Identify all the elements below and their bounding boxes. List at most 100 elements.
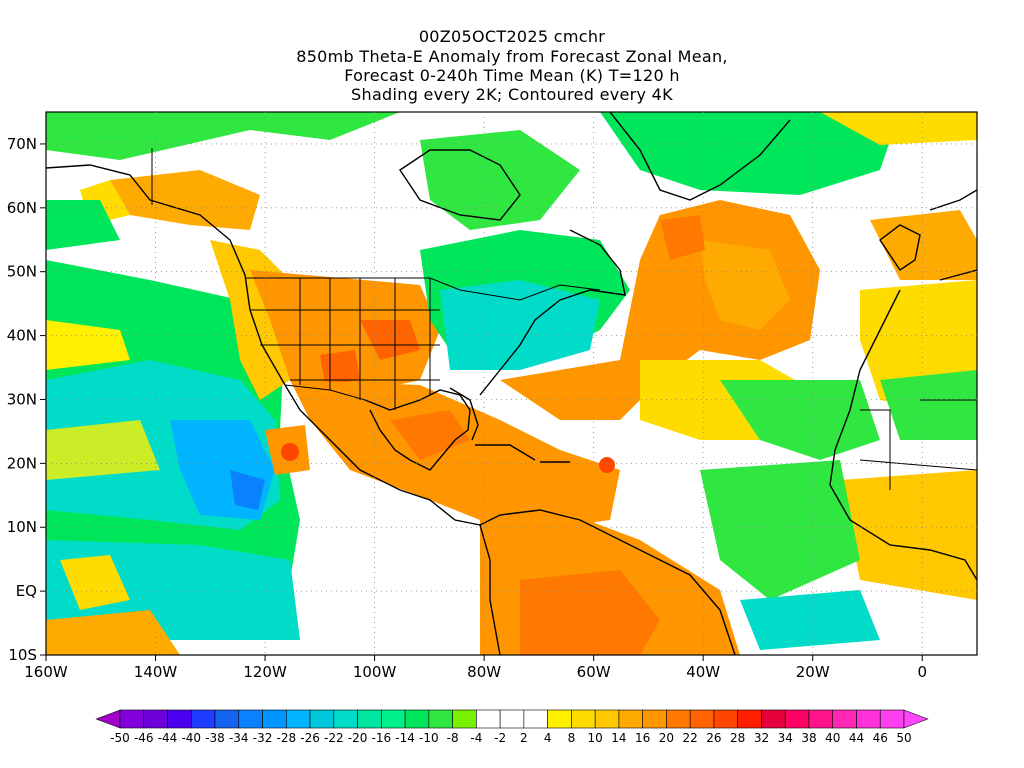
colorbar-label: 4 [544,731,552,745]
lon-label: 120W [243,663,287,681]
colorbar-label: -8 [447,731,459,745]
colorbar-label: -40 [181,731,201,745]
lat-label: 70N [7,135,37,153]
lon-label: 60W [577,663,611,681]
lon-label: 0 [917,663,927,681]
colorbar-swatch [737,709,762,729]
colorbar-swatch [594,709,620,729]
coastline-greenland [609,112,791,201]
colorbar-label: -44 [158,731,178,745]
colorbar-label: -26 [300,731,320,745]
lat-label: 20N [7,454,37,472]
lat-label: 10S [8,646,37,664]
lat-label: 60N [7,199,37,217]
lat-label: 50N [7,263,37,281]
shade-pacific-yellow-2 [46,420,160,480]
colorbar-swatch [404,709,430,729]
colorbar-label: -14 [395,731,415,745]
colorbar-swatch [476,709,501,729]
colorbar-label: 2 [520,731,528,745]
shade-mexico-orange [290,380,620,530]
colorbar-swatch [618,709,643,729]
colorbar [95,709,929,729]
colorbar-swatch [879,709,905,729]
shade-eq-atlantic-cyan [740,590,880,650]
colorbar-label: -38 [205,731,225,745]
shade-sw-corner-orange [46,610,180,655]
map-panel [46,112,977,655]
colorbar-label: -32 [253,731,273,745]
colorbar-swatch [167,709,192,729]
colorbar-label: 26 [706,731,721,745]
colorbar-label: 44 [849,731,864,745]
colorbar-swatch [547,709,572,729]
coastline-florida [449,387,479,441]
political-borders [151,148,977,490]
shade-south-america-red [520,570,660,655]
colorbar-label: -2 [494,731,506,745]
longitude-labels: 160W 140W 120W 100W 80W 60W 40W 20W 0 [24,663,927,681]
coastline-cuba [475,444,536,461]
shade-arctic-yellow [820,112,977,145]
colorbar-labels: -50 -46 -44 -40 -38 -34 -32 -28 -26 -22 -20 -16 -14-… [110,731,911,745]
colorbar-label: 50 [896,731,911,745]
lat-label: 40N [7,327,37,345]
colorbar-swatch [856,709,881,729]
colorbar-label: 34 [778,731,793,745]
shade-atlantic-swirl-red [660,215,705,260]
shade-pacific-deepblue [230,470,265,510]
colorbar-label: -46 [134,731,154,745]
shade-atlantic-hurricane-core [599,457,615,473]
title-line-2: 850mb Theta-E Anomaly from Forecast Zona… [296,47,728,66]
shade-west-africa-yellow [840,470,977,600]
lon-label: 140W [134,663,178,681]
colorbar-swatch [452,709,477,729]
colorbar-swatch [689,709,715,729]
colorbar-swatch [214,709,240,729]
border-west-africa [859,399,977,490]
coastline-africa [829,289,977,581]
colorbar-label: 16 [635,731,650,745]
colorbar-swatch [357,709,382,729]
coastline-south-america-west [479,524,501,655]
colorbar-label: 22 [683,731,698,745]
shade-alaska-orange [110,170,260,230]
shade-hudson-green [420,130,580,230]
title-line-4: Shading every 2K; Contoured every 4K [351,85,673,104]
colorbar-label: 38 [801,731,816,745]
colorbar-arrow-left [95,709,121,729]
colorbar-label: 28 [730,731,745,745]
colorbar-swatch [761,709,786,729]
colorbar-swatch [286,709,311,729]
lat-label: 10N [7,518,37,536]
colorbar-label: -28 [276,731,296,745]
colorbar-label: -10 [419,731,439,745]
colorbar-swatch [808,709,834,729]
graticule [46,112,977,655]
coastline-hudson [399,149,521,221]
shade-eastern-us-cyan [440,280,600,370]
colorbar-swatch [666,709,691,729]
colorbar-label: -50 [110,731,130,745]
colorbar-label: -22 [324,731,344,745]
colorbar-label: 32 [754,731,769,745]
title-line-3: Forecast 0-240h Time Mean (K) T=120 h [344,66,680,85]
colorbar-swatch [642,709,667,729]
colorbar-swatch [119,709,145,729]
colorbar-swatch [333,709,358,729]
colorbar-swatch [428,709,453,729]
colorbar-label: 46 [873,731,888,745]
coastline-south-america [479,509,736,655]
map-frame [45,111,978,656]
colorbar-swatch [713,709,738,729]
shade-eq-pacific-yellow [60,555,130,610]
coastline-gulf [364,389,471,471]
colorbar-arrow-right [903,709,929,729]
colorbar-swatch [523,709,548,729]
shade-eq-atlantic-green [700,460,860,600]
colorbar-label: -34 [229,731,249,745]
lat-label: EQ [16,582,37,600]
lon-label: 20W [796,663,830,681]
shade-baja-hurricane-core [281,443,299,461]
colorbar-swatch [784,709,810,729]
